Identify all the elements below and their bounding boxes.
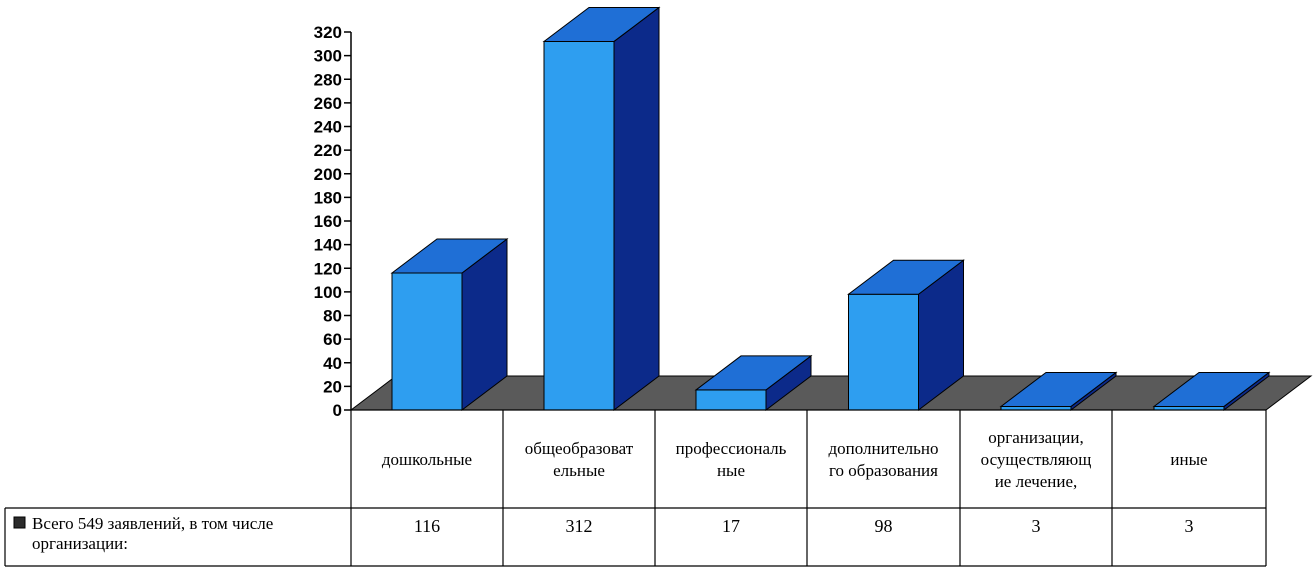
y-tick-label: 0 [333,401,342,420]
y-tick-label: 280 [314,70,342,89]
category-label: дополнительно го образования [828,439,938,480]
bar-front [848,293,919,411]
y-tick-label: 20 [323,377,342,396]
y-tick-label: 220 [314,141,342,160]
data-label: 98 [875,516,893,536]
bar [847,259,965,412]
y-tick-label: 260 [314,94,342,113]
data-label: 3 [1032,516,1041,536]
bar-top [999,371,1118,407]
y-tick-label: 320 [314,23,342,42]
bar [1152,371,1271,412]
y-tick-label: 140 [314,236,342,255]
bar [390,237,509,412]
bar-top [847,259,965,295]
bar-side [613,6,660,412]
legend-label: Всего 549 заявлений, в том числе организа… [32,514,273,553]
bar-top [542,6,661,42]
bar-top [390,238,509,274]
category-label: дошкольные [382,450,472,469]
bar-top [694,355,813,391]
y-tick-label: 240 [314,118,342,137]
y-tick-label: 120 [314,259,342,278]
y-tick-label: 160 [314,212,342,231]
y-tick-label: 80 [323,307,342,326]
bar-top [1152,371,1271,407]
y-tick-label: 100 [314,283,342,302]
data-label: 17 [722,516,740,536]
bar [694,354,813,412]
y-tick-label: 180 [314,188,342,207]
bar-front [391,272,463,411]
category-label: организации, осуществляющ ие лечение, [981,428,1092,491]
legend-key [13,516,26,529]
data-label: 312 [566,516,593,536]
category-label: профессиональ ные [676,439,787,480]
category-label: общеобразоват ельные [525,439,634,480]
data-label: 3 [1185,516,1194,536]
y-tick-label: 300 [314,47,342,66]
y-tick-label: 60 [323,330,342,349]
bar [542,6,661,412]
data-label: 116 [414,516,440,536]
y-tick-label: 200 [314,165,342,184]
y-tick-label: 40 [323,354,342,373]
bar-front [695,389,767,411]
category-label: иные [1170,450,1207,469]
bar [999,371,1118,412]
bar-front [543,40,615,411]
